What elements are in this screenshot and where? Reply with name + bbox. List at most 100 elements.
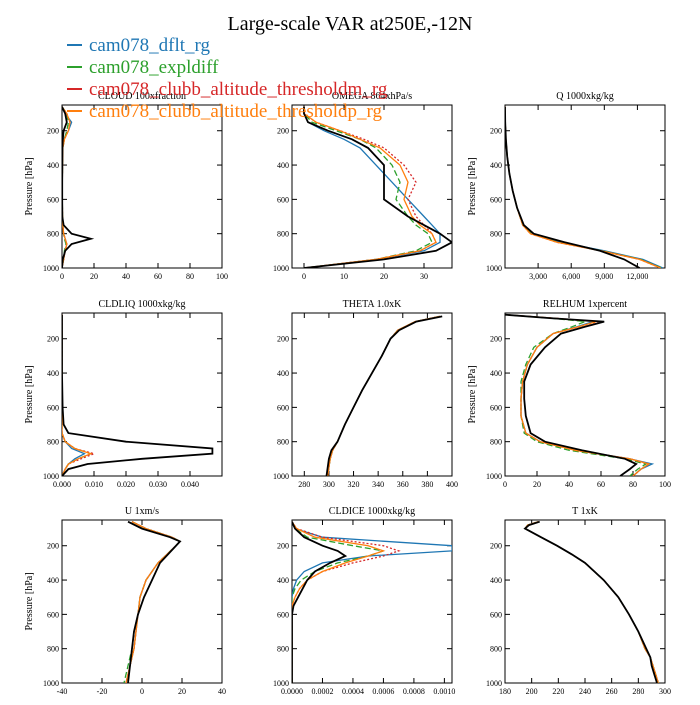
- series-line-1: [125, 521, 182, 683]
- y-tick-label: 400: [490, 369, 502, 378]
- x-tick-label: 20: [533, 480, 541, 489]
- panel-title: Q 1000xkg/kg: [556, 91, 614, 102]
- x-tick-label: 60: [154, 272, 162, 281]
- y-tick-label: 1000: [273, 679, 289, 688]
- x-tick-label: -40: [57, 687, 68, 696]
- series-line-reference: [62, 314, 214, 476]
- series-line-4: [524, 521, 659, 683]
- x-tick-label: 0: [302, 272, 306, 281]
- x-tick-label: 6,000: [562, 272, 580, 281]
- y-tick-label: 800: [47, 230, 59, 239]
- x-tick-label: 0.030: [149, 480, 167, 489]
- series-line-4: [303, 106, 437, 268]
- x-tick-label: 260: [606, 687, 618, 696]
- x-tick-label: 380: [421, 480, 433, 489]
- legend-label: cam078_clubb_altitude_thresholdp_rg: [89, 101, 383, 122]
- panel-5: THETA 1.0xK 200 400 600 800 1000 280 300 320 340 3…: [273, 299, 458, 489]
- panel-frame: [504, 519, 666, 684]
- figure-title: Large-scale VAR at250E,-12N: [228, 13, 473, 35]
- y-axis-label: Pressure [hPa]: [24, 157, 35, 215]
- x-tick-label: 0.0010: [433, 687, 455, 696]
- x-tick-label: 340: [372, 480, 384, 489]
- x-tick-label: 40: [218, 687, 226, 696]
- panel-4: CLDLIQ 1000xkg/kg Pressure [hPa] 200 400 600…: [24, 299, 223, 489]
- y-tick-label: 600: [277, 195, 289, 204]
- y-tick-label: 400: [47, 369, 59, 378]
- x-tick-label: 100: [216, 272, 228, 281]
- x-tick-label: 0.0002: [311, 687, 333, 696]
- x-tick-label: 30: [420, 272, 428, 281]
- x-tick-label: 10: [340, 272, 348, 281]
- series-line-reference: [325, 315, 443, 476]
- series-line-2: [524, 521, 659, 683]
- series-line-2: [123, 521, 182, 683]
- series-line-reference: [505, 106, 641, 268]
- panel-3: Q 1000xkg/kg Pressure [hPa] 200 400 600 800 10…: [467, 91, 666, 281]
- y-tick-label: 200: [47, 335, 59, 344]
- x-tick-label: 80: [629, 480, 637, 489]
- y-tick-label: 1000: [273, 264, 289, 273]
- panel-title: U 1xm/s: [125, 506, 159, 517]
- series-line-3: [292, 521, 401, 683]
- x-tick-label: 100: [659, 480, 671, 489]
- series-line-4: [62, 314, 93, 476]
- series-line-1: [524, 521, 659, 683]
- x-tick-label: 0.010: [85, 480, 103, 489]
- x-tick-label: 0.020: [117, 480, 135, 489]
- series-line-3: [327, 315, 440, 476]
- y-tick-label: 200: [490, 127, 502, 136]
- series-line-reference: [127, 520, 182, 683]
- series-line-1: [303, 106, 441, 268]
- y-tick-label: 1000: [43, 472, 59, 481]
- y-tick-label: 400: [47, 576, 59, 585]
- x-tick-label: 300: [323, 480, 335, 489]
- series-line-2: [327, 315, 440, 476]
- y-tick-label: 200: [47, 127, 59, 136]
- y-tick-label: 800: [277, 645, 289, 654]
- series-line-4: [505, 106, 661, 268]
- series-line-3: [524, 521, 659, 683]
- y-axis-label: Pressure [hPa]: [467, 365, 478, 423]
- panel-frame: [504, 104, 666, 269]
- panel-title: RELHUM 1xpercent: [543, 299, 627, 310]
- y-tick-label: 800: [47, 645, 59, 654]
- series-line-2: [303, 106, 433, 268]
- x-tick-label: 0: [140, 687, 144, 696]
- x-tick-label: 60: [597, 480, 605, 489]
- panel-frame: [291, 104, 453, 269]
- y-tick-label: 600: [47, 403, 59, 412]
- panel-title: OMEGA 864xhPa/s: [332, 91, 412, 102]
- panel-frame: [61, 104, 223, 269]
- x-tick-label: 20: [178, 687, 186, 696]
- series-line-1: [292, 521, 452, 683]
- y-tick-label: 400: [277, 369, 289, 378]
- x-tick-label: 40: [565, 480, 573, 489]
- panel-frame: [291, 312, 453, 477]
- y-tick-label: 200: [277, 542, 289, 551]
- series-line-reference: [62, 106, 95, 268]
- x-tick-label: 360: [397, 480, 409, 489]
- x-tick-label: 200: [526, 687, 538, 696]
- legend-label: cam078_dflt_rg: [89, 35, 211, 56]
- y-tick-label: 600: [277, 610, 289, 619]
- y-tick-label: 600: [277, 403, 289, 412]
- series-line-4: [327, 315, 440, 476]
- legend-label: cam078_expldiff: [89, 57, 219, 78]
- x-tick-label: 0.0000: [281, 687, 303, 696]
- x-tick-label: 0: [60, 272, 64, 281]
- panel-2: OMEGA 864xhPa/s 200 400 600 800 1000 0 10 20 30: [273, 91, 453, 281]
- panel-title: THETA 1.0xK: [343, 299, 402, 310]
- x-tick-label: 400: [446, 480, 458, 489]
- x-tick-label: 20: [90, 272, 98, 281]
- series-line-reference: [523, 520, 658, 683]
- y-tick-label: 200: [490, 542, 502, 551]
- x-tick-label: 0.0008: [403, 687, 425, 696]
- x-tick-label: -20: [97, 687, 108, 696]
- panel-title: CLDICE 1000xkg/kg: [329, 506, 415, 517]
